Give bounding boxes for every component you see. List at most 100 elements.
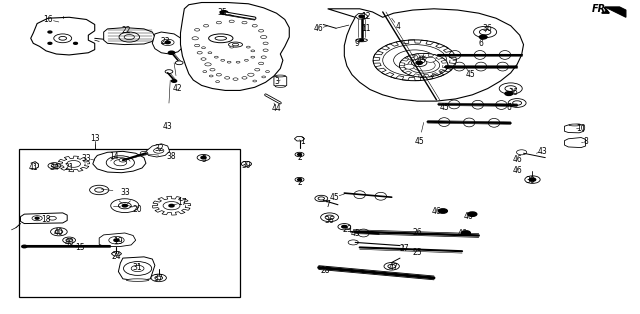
Text: 44: 44 bbox=[271, 104, 282, 113]
Circle shape bbox=[202, 47, 205, 49]
Circle shape bbox=[192, 37, 198, 40]
Circle shape bbox=[416, 61, 422, 64]
Circle shape bbox=[404, 64, 414, 69]
Text: 1: 1 bbox=[300, 138, 305, 146]
Circle shape bbox=[468, 212, 477, 216]
Circle shape bbox=[248, 73, 254, 76]
Circle shape bbox=[438, 209, 447, 213]
Circle shape bbox=[54, 34, 72, 43]
Circle shape bbox=[220, 11, 228, 14]
Text: 39: 39 bbox=[241, 161, 252, 170]
Circle shape bbox=[208, 52, 212, 54]
Circle shape bbox=[109, 236, 124, 244]
Circle shape bbox=[252, 24, 257, 27]
Circle shape bbox=[516, 150, 527, 155]
Circle shape bbox=[426, 57, 436, 62]
Polygon shape bbox=[605, 7, 626, 17]
Ellipse shape bbox=[375, 192, 387, 200]
Polygon shape bbox=[31, 17, 95, 55]
Circle shape bbox=[203, 71, 207, 73]
Text: 5: 5 bbox=[201, 155, 206, 164]
Circle shape bbox=[479, 35, 487, 39]
Circle shape bbox=[255, 68, 260, 71]
Circle shape bbox=[259, 62, 264, 65]
Circle shape bbox=[525, 176, 540, 183]
Text: 40: 40 bbox=[64, 238, 74, 247]
Ellipse shape bbox=[497, 62, 508, 71]
Text: 10: 10 bbox=[576, 124, 586, 133]
Circle shape bbox=[338, 224, 351, 230]
Ellipse shape bbox=[354, 191, 365, 198]
Text: 29: 29 bbox=[342, 225, 352, 234]
Text: 14: 14 bbox=[109, 152, 119, 161]
Circle shape bbox=[315, 195, 328, 202]
Text: 38: 38 bbox=[166, 152, 177, 161]
Circle shape bbox=[399, 53, 448, 77]
Circle shape bbox=[168, 51, 175, 54]
Polygon shape bbox=[152, 32, 182, 54]
Ellipse shape bbox=[476, 62, 487, 71]
Polygon shape bbox=[31, 162, 38, 169]
Circle shape bbox=[295, 152, 304, 157]
Text: 2: 2 bbox=[297, 153, 302, 162]
Text: 34: 34 bbox=[49, 163, 60, 171]
Text: 3: 3 bbox=[274, 77, 279, 85]
Polygon shape bbox=[111, 252, 122, 256]
Text: 22: 22 bbox=[122, 26, 131, 35]
Text: 16: 16 bbox=[43, 15, 53, 24]
Text: 2: 2 bbox=[297, 178, 302, 187]
Circle shape bbox=[216, 21, 221, 24]
Circle shape bbox=[161, 39, 174, 46]
Circle shape bbox=[236, 61, 240, 63]
Circle shape bbox=[260, 35, 267, 39]
Circle shape bbox=[412, 59, 427, 67]
Text: 11: 11 bbox=[362, 24, 371, 33]
Text: 25: 25 bbox=[412, 248, 422, 257]
Text: 6: 6 bbox=[479, 39, 484, 48]
Text: 12: 12 bbox=[362, 12, 371, 21]
Circle shape bbox=[32, 216, 42, 221]
Circle shape bbox=[408, 55, 418, 60]
Ellipse shape bbox=[356, 39, 367, 42]
Polygon shape bbox=[20, 213, 67, 224]
Circle shape bbox=[298, 179, 301, 181]
Text: 43: 43 bbox=[538, 147, 548, 156]
Text: 28: 28 bbox=[321, 266, 330, 275]
Circle shape bbox=[461, 231, 470, 235]
Circle shape bbox=[205, 63, 211, 66]
Circle shape bbox=[119, 32, 140, 42]
Ellipse shape bbox=[358, 229, 369, 237]
Text: 9: 9 bbox=[355, 39, 360, 48]
Bar bbox=[19, 149, 240, 297]
Text: 27: 27 bbox=[399, 244, 410, 253]
Text: 35: 35 bbox=[218, 8, 228, 17]
Circle shape bbox=[348, 240, 358, 245]
Circle shape bbox=[214, 56, 218, 58]
Text: 13: 13 bbox=[90, 134, 100, 143]
Polygon shape bbox=[355, 14, 368, 19]
Circle shape bbox=[90, 185, 109, 195]
Circle shape bbox=[111, 199, 139, 213]
Circle shape bbox=[48, 31, 52, 33]
Circle shape bbox=[230, 46, 234, 48]
Circle shape bbox=[253, 80, 257, 82]
Circle shape bbox=[233, 78, 238, 80]
Ellipse shape bbox=[449, 51, 461, 59]
Text: 21: 21 bbox=[65, 163, 74, 171]
Text: 40: 40 bbox=[54, 229, 64, 237]
Circle shape bbox=[49, 216, 56, 220]
Circle shape bbox=[505, 92, 513, 95]
Text: 46: 46 bbox=[431, 207, 442, 215]
Ellipse shape bbox=[454, 62, 465, 71]
Ellipse shape bbox=[275, 85, 285, 87]
Circle shape bbox=[241, 161, 252, 166]
Text: 4: 4 bbox=[396, 22, 401, 31]
Polygon shape bbox=[274, 76, 287, 86]
Text: 46: 46 bbox=[463, 212, 474, 220]
Text: 23: 23 bbox=[160, 37, 170, 46]
Circle shape bbox=[360, 39, 364, 41]
Text: 36: 36 bbox=[324, 216, 335, 225]
Polygon shape bbox=[104, 28, 155, 45]
Text: 45: 45 bbox=[414, 138, 424, 146]
Text: 26: 26 bbox=[412, 229, 422, 237]
